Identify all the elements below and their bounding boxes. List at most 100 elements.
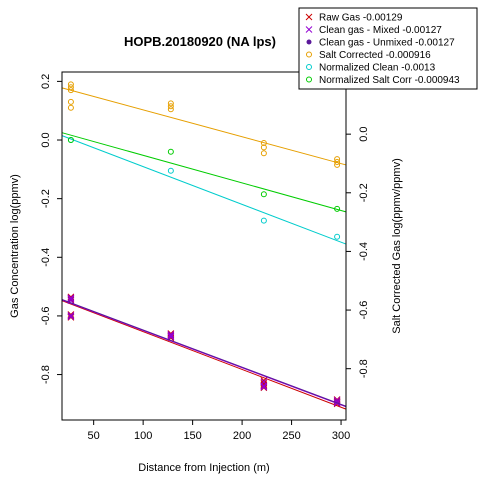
series-4 <box>61 135 347 245</box>
data-point <box>67 87 74 94</box>
data-point-stroke <box>67 311 75 319</box>
series-5 <box>61 132 347 213</box>
data-point <box>67 104 74 111</box>
legend-marker-stroke <box>305 13 313 21</box>
data-point <box>260 383 268 391</box>
data-point <box>260 382 268 390</box>
data-point-stroke <box>167 333 175 341</box>
data-point <box>334 161 341 168</box>
legend-entry: Clean gas - Mixed -0.00127 <box>319 25 442 36</box>
fit-line <box>61 132 347 213</box>
data-point-stroke <box>67 295 75 303</box>
legend-marker <box>306 39 312 45</box>
legend-entry: Clean gas - Unmixed -0.00127 <box>319 38 455 49</box>
data-point <box>260 217 267 224</box>
fit-line <box>61 299 347 407</box>
y-axis-left: 0.2 0.0 -0.2 -0.4 -0.6 -0.8 <box>40 74 62 384</box>
data-point <box>67 295 75 303</box>
y-right-tick-label: -0.8 <box>358 359 370 378</box>
series-2 <box>61 299 347 407</box>
chart-title: HOPB.20180920 (NA lps) <box>124 34 276 49</box>
x-axis: 50 100 150 200 250 300 <box>88 420 350 442</box>
legend-entry: Raw Gas -0.00129 <box>319 13 403 24</box>
fit-line <box>61 299 347 408</box>
legend-marker <box>306 51 312 58</box>
y-axis-label: Gas Concentration log(ppmv) <box>9 174 21 318</box>
x-tick-label: 250 <box>282 430 300 442</box>
data-point-stroke <box>67 313 75 321</box>
y-tick-label: -0.6 <box>40 306 52 325</box>
y-right-tick-label: -0.4 <box>358 242 370 261</box>
fit-line <box>61 300 347 410</box>
legend-marker <box>306 76 312 83</box>
y-tick-label: -0.8 <box>40 365 52 384</box>
data-point-stroke <box>333 398 341 406</box>
legend-entry: Normalized Salt Corr -0.000943 <box>319 75 460 86</box>
data-point <box>167 167 174 174</box>
x-tick-label: 200 <box>233 430 251 442</box>
y-right-tick-label: -0.6 <box>358 301 370 320</box>
y-tick-label: 0.0 <box>40 132 52 147</box>
data-point <box>334 233 341 240</box>
data-point <box>67 294 75 302</box>
plot-frame <box>61 71 347 421</box>
data-point <box>67 84 74 91</box>
y-axis-label-right: Salt Corrected Gas log(ppmv/ppmv) <box>391 158 403 333</box>
data-point <box>67 81 74 88</box>
legend-entry: Normalized Clean -0.0013 <box>319 63 436 74</box>
data-point <box>260 381 268 389</box>
data-point <box>67 311 75 319</box>
data-point-stroke <box>67 311 75 318</box>
fit-line <box>61 87 347 166</box>
legend-entry: Salt Corrected -0.000916 <box>319 50 431 61</box>
data-point <box>67 297 75 305</box>
legend-marker <box>305 26 313 33</box>
data-point <box>260 139 267 146</box>
y-right-tick-label: -0.2 <box>358 183 370 202</box>
data-point-stroke <box>167 332 175 340</box>
x-axis-label: Distance from Injection (m) <box>138 462 269 474</box>
data-point <box>167 148 174 155</box>
data-point <box>334 159 341 166</box>
data-point <box>167 332 175 340</box>
x-tick-label: 50 <box>88 430 100 442</box>
y-tick-label: 0.2 <box>40 74 52 89</box>
data-point-stroke <box>67 294 75 302</box>
x-tick-label: 150 <box>183 430 201 442</box>
data-point <box>167 100 174 107</box>
series-3 <box>61 81 347 168</box>
data-point <box>67 137 74 144</box>
y-tick-label: -0.2 <box>40 189 52 208</box>
data-point-stroke <box>167 331 175 338</box>
legend-marker <box>305 13 313 21</box>
data-point <box>167 333 175 341</box>
data-point <box>167 331 175 338</box>
series-0 <box>61 293 347 410</box>
x-tick-label: 300 <box>332 430 350 442</box>
y-axis-right: 0.0 -0.2 -0.4 -0.6 -0.8 <box>346 127 370 378</box>
data-point <box>167 103 174 110</box>
legend-box <box>298 7 478 90</box>
data-point-stroke <box>260 381 268 389</box>
x-tick-label: 100 <box>134 430 152 442</box>
data-point <box>67 313 75 321</box>
legend-marker-stroke <box>305 26 313 33</box>
data-point <box>334 205 341 212</box>
data-point <box>167 106 174 113</box>
data-point <box>260 150 267 157</box>
y-tick-label: -0.4 <box>40 248 52 267</box>
series-1 <box>61 294 347 408</box>
data-point-stroke <box>67 297 75 305</box>
data-point <box>260 191 267 198</box>
data-point <box>67 311 75 318</box>
fit-line <box>61 135 347 245</box>
data-point <box>334 156 341 163</box>
y-right-tick-label: 0.0 <box>358 127 370 142</box>
data-point <box>260 144 267 151</box>
data-point-stroke <box>260 383 268 391</box>
legend-marker <box>306 64 312 70</box>
data-point <box>67 98 74 105</box>
data-point-stroke <box>260 382 268 390</box>
